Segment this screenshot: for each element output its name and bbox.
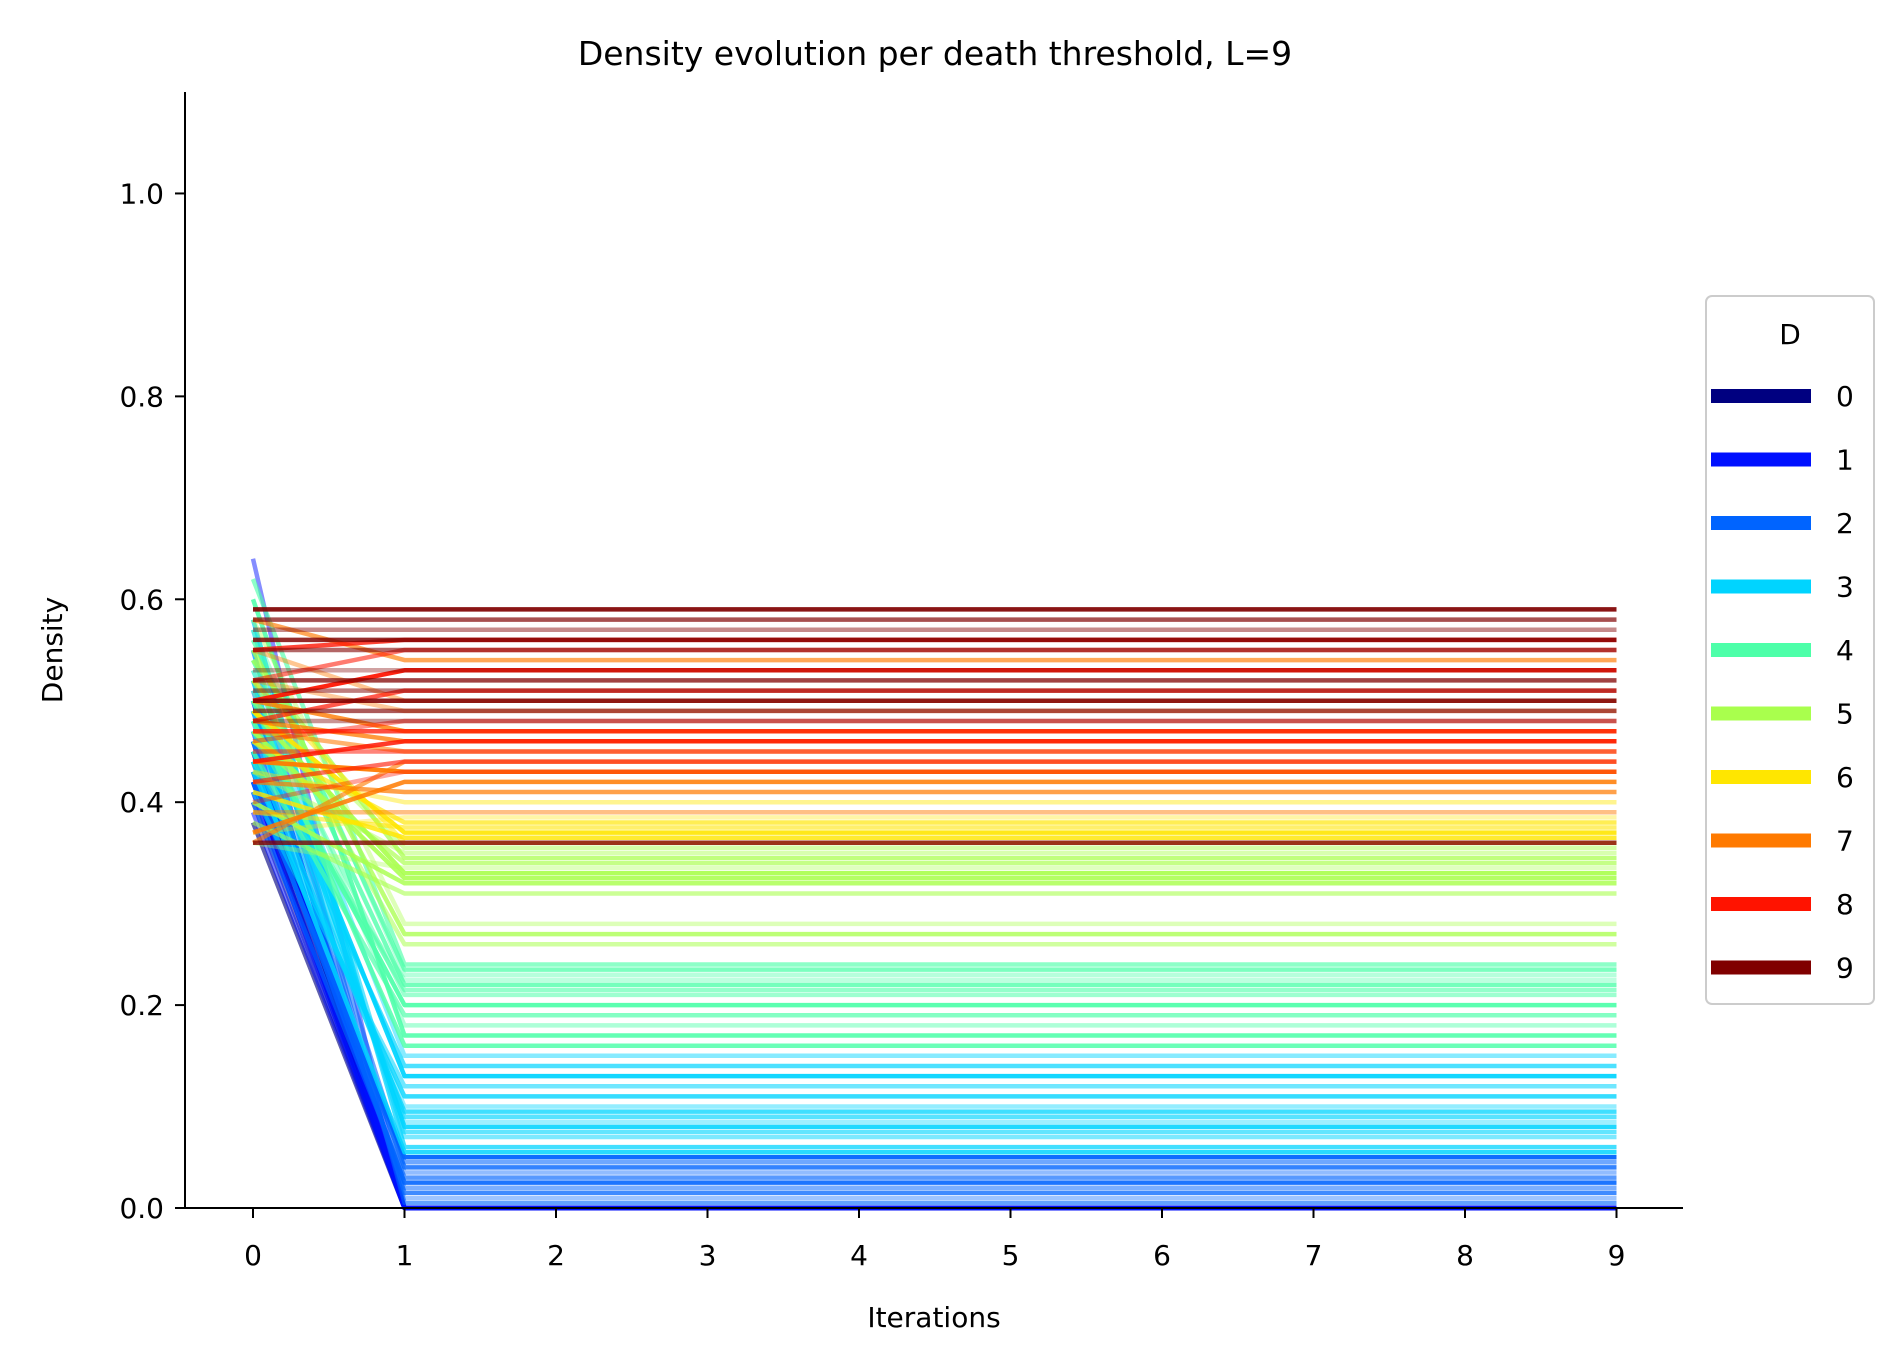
x-ticks: 0 1 2 3 4 5 6 7 8 9 [244,1208,1625,1272]
y-tick-label: 0.6 [119,583,164,616]
legend-label-d0: 0 [1836,380,1854,413]
series-line-d7-run-4 [252,759,1617,774]
x-tick-label: 7 [1305,1239,1323,1272]
x-tick-label: 3 [699,1239,717,1272]
x-tick-label: 5 [1002,1239,1020,1272]
series-line-d8-run-6 [252,759,1617,785]
legend-label-d2: 2 [1836,507,1854,540]
legend-label-d3: 3 [1836,571,1854,604]
series-line-d7-run-7 [252,779,1617,835]
x-tick-label: 6 [1153,1239,1171,1272]
series-line-d6-run-6 [252,815,1617,835]
y-tick-label: 0.8 [119,380,164,413]
series-line-d8-run-1 [252,647,1617,683]
legend-label-d5: 5 [1836,698,1854,731]
series-line-d5-run-11 [251,729,1617,881]
legend-label-d1: 1 [1836,444,1854,477]
series-line-d6-run-3 [252,769,1617,805]
x-tick-label: 4 [850,1239,868,1272]
series-line-d5-run-5 [251,769,1617,856]
series-line-d6-run-5 [252,810,1617,830]
series-line-d7-run-0 [252,617,1617,663]
series-line-d3-run-11 [250,629,1617,1135]
legend: D 0 1 2 3 4 5 6 7 8 9 [1705,295,1875,1005]
series-line-d3-run-2 [250,679,1617,1130]
y-tick-label: 1.0 [119,177,164,210]
series-line-d2-run-5 [250,801,1617,1180]
series-line-d6-run-4 [252,789,1617,840]
legend-entries: 0 1 2 3 4 5 6 7 8 9 [1711,380,1854,985]
series-lines [250,558,1617,1211]
series-line-d4-run-6 [251,750,1617,1018]
series-line-d3-run-13 [250,750,1617,1114]
y-tick-label: 0.2 [119,989,164,1022]
series-line-d5-run-1 [251,648,1617,937]
series-line-d4-run-4 [250,689,1617,998]
series-line-d8-run-4 [252,718,1617,744]
x-tick-label: 0 [244,1239,262,1272]
series-line-d7-run-2 [252,698,1617,734]
series-line-d4-run-7 [250,669,1617,1028]
series-line-d7-run-1 [252,647,1617,703]
series-line-d8-run-3 [252,688,1617,724]
x-tick-label: 1 [396,1239,414,1272]
legend-label-d7: 7 [1836,825,1854,858]
series-line-d8-run-7 [252,769,1617,805]
series-line-d5-run-6 [251,800,1617,886]
series-line-d3-run-12 [250,720,1617,1125]
series-line-d3-run-5 [250,770,1617,1099]
legend-label-d6: 6 [1836,761,1854,794]
series-line-d5-run-0 [250,618,1617,927]
y-tick-label: 0.4 [119,786,164,819]
legend-label-d9: 9 [1836,952,1854,985]
series-line-d8-run-5 [252,739,1617,764]
legend-label-d4: 4 [1836,634,1854,667]
series-line-d2-run-9 [250,781,1617,1160]
y-ticks: 0.0 0.2 0.4 0.6 0.8 1.0 [119,177,185,1225]
series-line-d8-run-2 [252,668,1617,703]
x-tick-label: 9 [1608,1239,1626,1272]
legend-label-d8: 8 [1836,888,1854,921]
series-line-d5-run-8 [252,840,1617,871]
series-line-d5-run-7 [252,820,1617,896]
series-line-d3-run-10 [250,760,1617,1155]
x-tick-label: 8 [1456,1239,1474,1272]
y-axis-label: Density [36,597,69,703]
series-line-d4-run-10 [251,760,1617,982]
chart-title: Density evolution per death threshold, L… [578,34,1292,73]
x-tick-label: 2 [547,1239,565,1272]
series-line-d7-run-5 [252,779,1617,795]
series-line-d3-run-7 [250,699,1617,1079]
series-line-d7-run-9 [252,678,1617,714]
series-line-d6-run-2 [251,739,1617,825]
x-axis-label: Iterations [867,1301,1000,1334]
y-tick-label: 0.0 [119,1192,164,1225]
legend-title: D [1779,318,1801,351]
